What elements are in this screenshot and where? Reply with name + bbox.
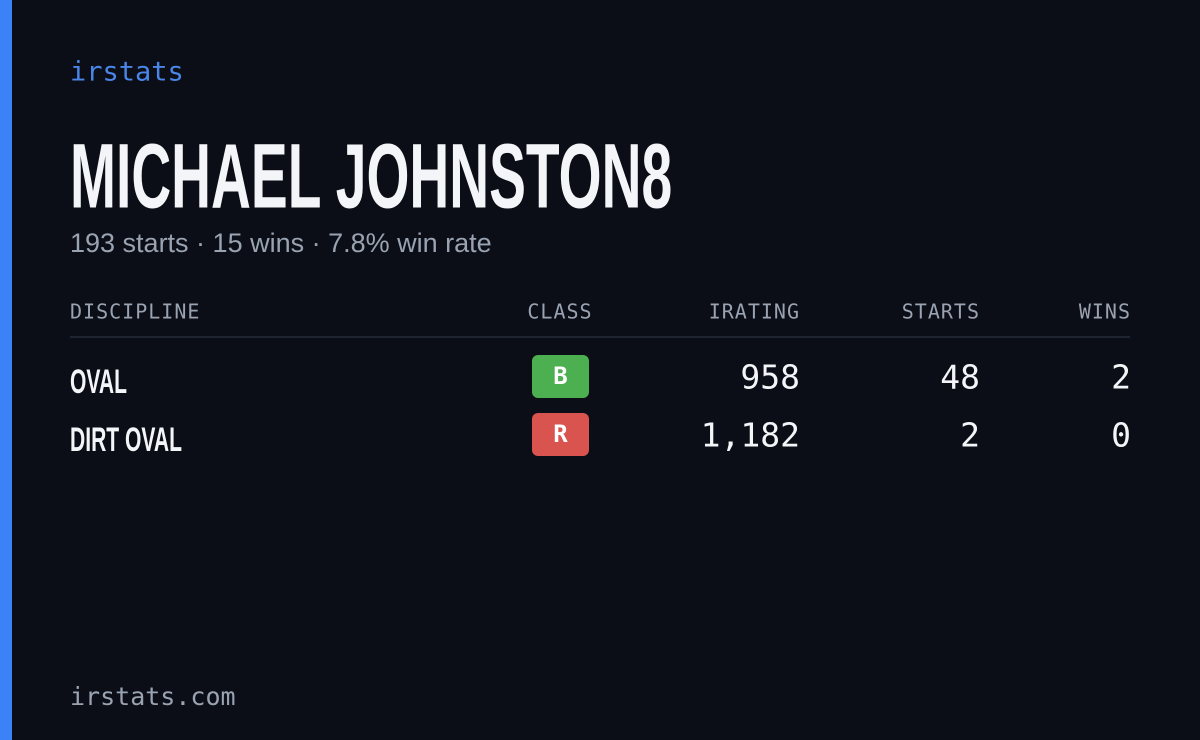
irating-value: 958 — [740, 358, 800, 397]
brand: irstats — [70, 57, 184, 88]
column-header: CLASS — [527, 300, 592, 324]
accent-bar — [0, 0, 12, 740]
class-badge — [532, 413, 589, 456]
wins-value: 2 — [1111, 358, 1131, 397]
class-letter: B — [553, 362, 567, 390]
column-header: IRATING — [709, 300, 800, 324]
footer: irstats.com — [70, 682, 236, 711]
column-header: STARTS — [902, 300, 980, 324]
driver-name: MICHAEL JOHNSTON8 — [70, 125, 672, 228]
column-header: DISCIPLINE — [70, 300, 200, 324]
starts-value: 2 — [960, 416, 980, 455]
discipline: OVAL — [70, 362, 127, 400]
driver-summary: 193 starts · 15 wins · 7.8% win rate — [70, 228, 492, 258]
wins-value: 0 — [1111, 416, 1131, 455]
starts-value: 48 — [940, 358, 980, 397]
irating-value: 1,182 — [701, 416, 800, 455]
class-badge — [532, 355, 589, 398]
discipline: DIRT OVAL — [70, 420, 182, 458]
class-letter: R — [553, 420, 568, 448]
column-header: WINS — [1079, 300, 1131, 324]
